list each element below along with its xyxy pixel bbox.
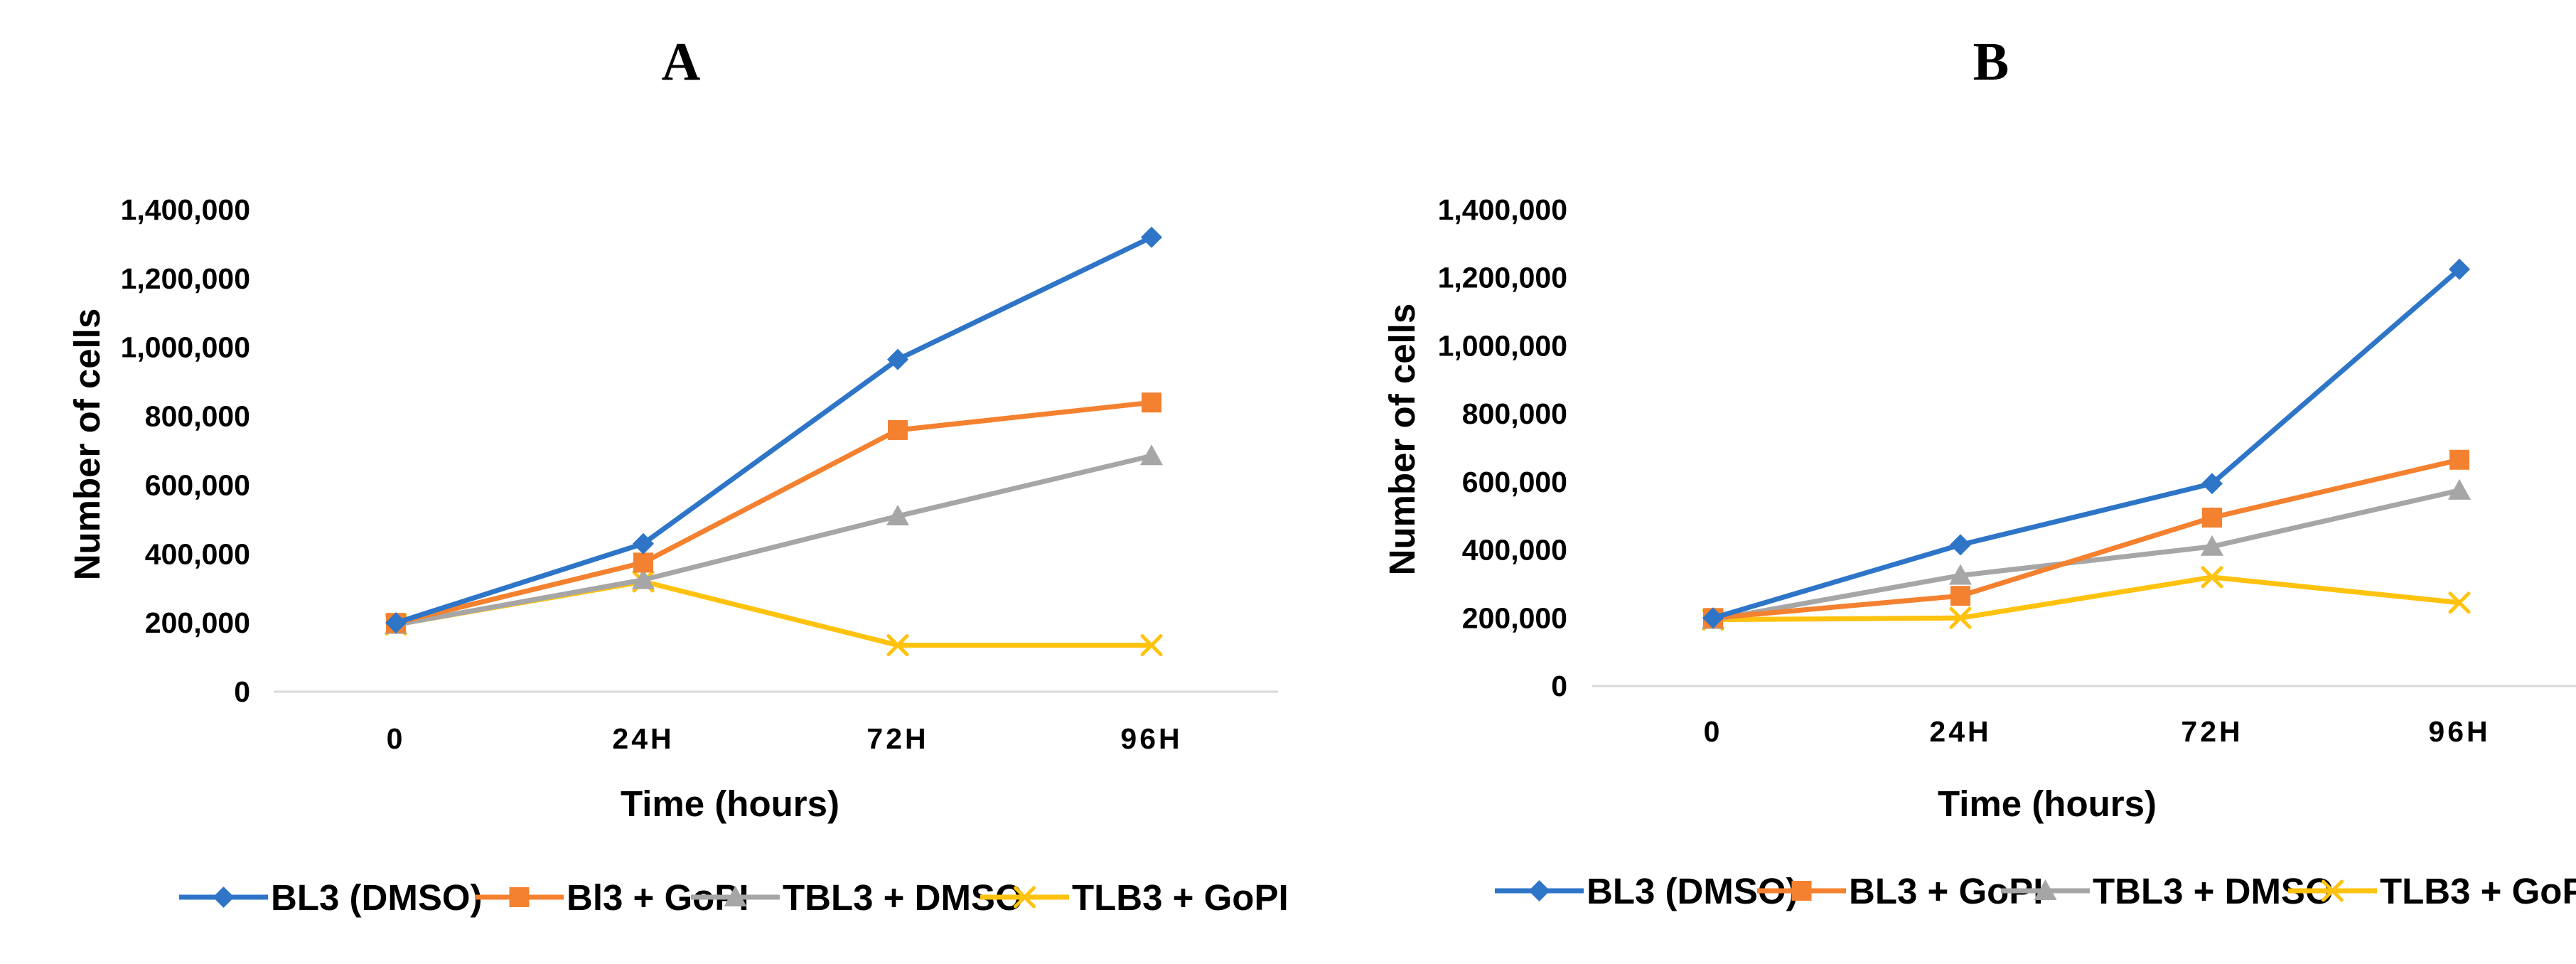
data-point xyxy=(886,634,909,657)
data-point xyxy=(1950,586,1970,606)
data-point xyxy=(888,419,908,440)
x-tick-label: 0 xyxy=(387,722,406,755)
series-line xyxy=(1710,457,2462,621)
data-point xyxy=(1702,607,1724,629)
legend-item: TLB3 + GoPI xyxy=(2288,871,2576,911)
series-diamond xyxy=(385,226,1162,634)
data-point xyxy=(886,505,909,526)
y-tick-label: 0 xyxy=(1551,670,1567,702)
data-point xyxy=(1950,534,1971,556)
data-point xyxy=(1949,606,1972,629)
legend: BL3 (DMSO) BL3 + GoPI TBL3 + DMSO TLB3 + Go… xyxy=(1495,871,2576,911)
data-point xyxy=(2201,473,2223,495)
series-line xyxy=(393,235,1154,626)
y-axis-title: Number of cells xyxy=(1382,304,1422,576)
legend-item: TBL3 + DMSO xyxy=(691,877,1024,918)
data-point xyxy=(1142,392,1161,413)
legend-label: BL3 (DMSO) xyxy=(271,877,482,918)
series-line xyxy=(1710,267,2462,621)
y-tick-label: 800,000 xyxy=(1462,397,1567,430)
x-tick-label: 24H xyxy=(612,722,674,755)
data-point xyxy=(385,612,407,634)
data-point xyxy=(887,348,908,370)
series-x xyxy=(385,570,1163,657)
y-tick-label: 400,000 xyxy=(1462,534,1567,567)
series-diamond xyxy=(1702,258,2470,629)
y-tick-label: 600,000 xyxy=(1462,466,1567,498)
x-axis-title: Time (hours) xyxy=(621,783,839,824)
data-point xyxy=(2448,591,2471,614)
data-point xyxy=(2201,566,2223,589)
y-axis-title: Number of cells xyxy=(67,309,107,581)
legend-marker xyxy=(1528,880,1550,901)
y-tick-label: 0 xyxy=(234,675,250,708)
legend-marker xyxy=(724,886,747,906)
y-tick-label: 1,000,000 xyxy=(121,331,250,364)
y-tick-label: 400,000 xyxy=(145,537,250,570)
y-tick-label: 600,000 xyxy=(145,468,250,501)
legend-marker xyxy=(1014,886,1036,909)
y-tick-label: 200,000 xyxy=(145,606,250,639)
series-square xyxy=(386,392,1161,633)
data-point xyxy=(1949,564,1972,585)
x-tick-label: 96H xyxy=(1120,722,1182,755)
x-axis-title: Time (hours) xyxy=(1938,783,2157,824)
data-point xyxy=(632,568,655,589)
y-tick-label: 1,400,000 xyxy=(121,193,250,226)
y-tick-label: 1,000,000 xyxy=(1438,329,1567,362)
legend-item: TBL3 + DMSO xyxy=(2001,871,2334,911)
y-axis-ticks: 0 200,000 400,000 600,000 800,000 1,000,000 1,… xyxy=(121,193,250,708)
y-tick-label: 800,000 xyxy=(145,400,250,433)
legend-item: BL3 (DMSO) xyxy=(1495,871,1798,911)
y-axis-ticks: 0 200,000 400,000 600,000 800,000 1,000,000 1,… xyxy=(1438,193,1567,702)
data-point xyxy=(633,552,653,573)
x-axis-ticks: 0 24H 72H 96H xyxy=(1704,715,2490,748)
series-square xyxy=(1703,449,2469,628)
x-tick-label: 72H xyxy=(866,722,928,755)
data-point xyxy=(1141,226,1162,248)
data-point xyxy=(1140,444,1163,466)
data-point xyxy=(2449,449,2469,470)
legend-marker xyxy=(1791,881,1812,901)
legend: BL3 (DMSO) Bl3 + GoPI TBL3 + DMSO TLB3 + Go… xyxy=(179,877,1289,918)
series-line xyxy=(1710,488,2462,623)
legend-marker xyxy=(2034,879,2057,900)
panel-letter: B xyxy=(1973,32,2009,92)
series-line xyxy=(393,400,1154,626)
y-tick-label: 1,200,000 xyxy=(121,262,250,295)
series-layer xyxy=(385,226,1163,657)
data-point xyxy=(2448,478,2471,500)
legend-item: TLB3 + GoPI xyxy=(980,877,1289,918)
x-tick-label: 72H xyxy=(2181,715,2243,748)
x-tick-label: 96H xyxy=(2428,715,2490,748)
y-tick-label: 200,000 xyxy=(1462,601,1567,634)
data-point xyxy=(2449,258,2470,280)
series-triangle xyxy=(385,444,1163,634)
panel-b: B 0 200,000 400,000 600,000 800,000 1,000,000… xyxy=(1382,32,2576,911)
legend-marker xyxy=(213,887,235,908)
legend-item: BL3 + GoPI xyxy=(1757,871,2043,911)
series-layer xyxy=(1702,258,2471,631)
data-point xyxy=(2201,535,2223,556)
legend-label: TLB3 + GoPI xyxy=(1072,877,1289,918)
data-point xyxy=(633,532,654,555)
y-tick-label: 1,400,000 xyxy=(1438,193,1567,226)
series-line xyxy=(1710,574,2462,623)
panel-letter: A xyxy=(662,32,701,92)
legend-marker xyxy=(509,887,530,907)
legend-label: TLB3 + GoPI xyxy=(2380,871,2576,911)
x-tick-label: 0 xyxy=(1704,715,1723,748)
series-line xyxy=(393,579,1154,648)
x-tick-label: 24H xyxy=(1929,715,1991,748)
legend-marker xyxy=(2322,879,2344,902)
data-point xyxy=(2202,508,2222,528)
panel-a: A 0 200,000 400,000 600,000 800,000 1,000,000… xyxy=(67,32,1289,918)
x-axis-ticks: 0 24H 72H 96H xyxy=(387,722,1182,755)
series-line xyxy=(393,453,1154,628)
y-tick-label: 1,200,000 xyxy=(1438,262,1567,294)
data-point xyxy=(1140,634,1163,657)
legend-item: BL3 (DMSO) xyxy=(179,877,482,918)
